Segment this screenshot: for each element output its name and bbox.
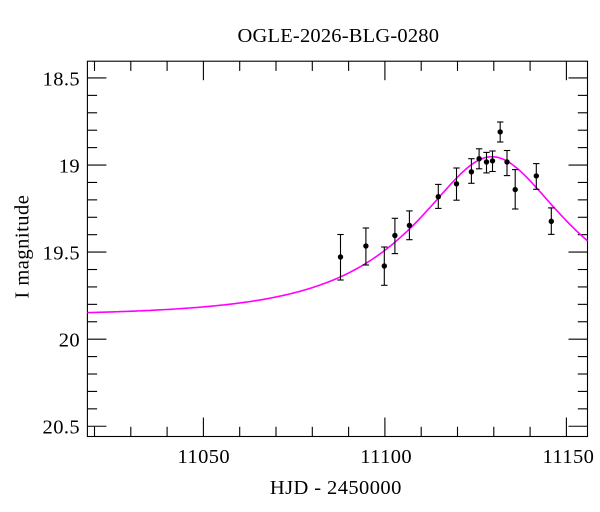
svg-text:I magnitude: I magnitude	[11, 195, 33, 299]
svg-text:19: 19	[59, 155, 80, 177]
svg-text:HJD - 2450000: HJD - 2450000	[270, 477, 402, 499]
svg-text:20: 20	[59, 330, 80, 352]
svg-text:20.5: 20.5	[43, 417, 81, 439]
svg-text:18.5: 18.5	[43, 68, 81, 90]
svg-text:OGLE-2026-BLG-0280: OGLE-2026-BLG-0280	[237, 25, 439, 47]
svg-text:19.5: 19.5	[43, 243, 81, 265]
svg-text:11050: 11050	[178, 446, 231, 468]
svg-text:11150: 11150	[542, 446, 594, 468]
svg-text:11100: 11100	[360, 446, 412, 468]
